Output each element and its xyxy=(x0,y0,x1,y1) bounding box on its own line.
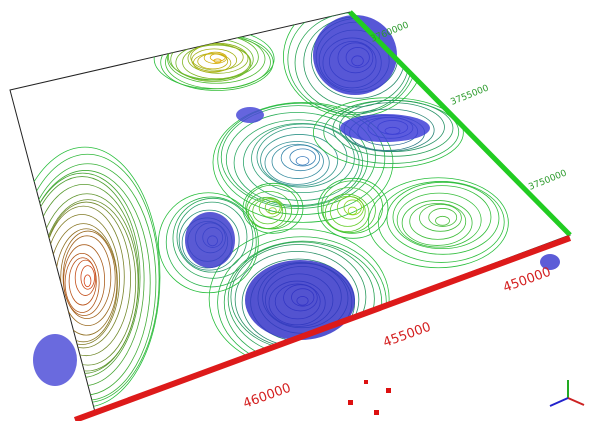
contour-line xyxy=(258,198,283,218)
contour-line xyxy=(260,134,339,187)
contour-line xyxy=(157,192,259,294)
contour-line xyxy=(332,99,454,157)
well-marker xyxy=(386,388,391,393)
easting-label: 460000 xyxy=(241,381,293,412)
contour-line xyxy=(322,187,376,234)
northing-label: 3755000 xyxy=(449,83,490,107)
contour-line xyxy=(392,185,492,250)
gizmo-axis xyxy=(567,397,585,406)
contour-line xyxy=(209,53,226,62)
contour-line xyxy=(401,200,473,246)
contour-line xyxy=(176,201,248,273)
contour-line xyxy=(213,58,222,64)
contour-line xyxy=(312,97,464,169)
contour-line xyxy=(256,126,348,188)
contour-line xyxy=(289,148,316,167)
contour-line xyxy=(197,53,229,70)
contour-line xyxy=(62,235,112,319)
contour-line xyxy=(80,265,95,290)
well-marker xyxy=(364,380,368,384)
contour-line xyxy=(339,102,445,153)
contour-line xyxy=(247,196,287,229)
contour-line xyxy=(419,203,462,232)
easting-label: 450000 xyxy=(501,265,553,296)
contour-line xyxy=(178,209,240,271)
contour-line xyxy=(182,44,251,80)
contour-line xyxy=(324,193,370,233)
well-markers xyxy=(348,380,391,415)
contour-line xyxy=(377,181,505,263)
isosurface xyxy=(540,254,560,270)
contour-line xyxy=(268,207,277,215)
contour-line xyxy=(367,177,509,269)
contour-line xyxy=(242,182,304,234)
contour-line xyxy=(396,192,482,248)
contour-line xyxy=(191,48,238,72)
contour-line xyxy=(68,257,97,306)
contour-line xyxy=(165,196,257,288)
contour-line xyxy=(317,177,389,239)
contour-line xyxy=(409,203,467,240)
well-marker xyxy=(348,400,353,405)
contour-line xyxy=(295,156,310,166)
contour-line xyxy=(74,259,97,296)
contour-line xyxy=(172,197,254,279)
contour-line xyxy=(212,101,394,223)
gizmo-axis xyxy=(549,397,569,407)
contour-line xyxy=(435,215,450,226)
northing-label: 3750000 xyxy=(527,168,568,192)
contour-line xyxy=(225,111,369,208)
orientation-gizmo xyxy=(549,380,585,407)
contour-line xyxy=(264,141,330,185)
contour-line xyxy=(336,196,364,220)
contour-line xyxy=(190,43,244,71)
isosurface xyxy=(236,107,264,123)
contour-line xyxy=(187,42,249,74)
isosurface xyxy=(245,260,355,340)
contour-line xyxy=(386,181,500,255)
well-marker xyxy=(374,410,379,415)
isosurface xyxy=(185,212,235,268)
contour-line xyxy=(83,274,92,288)
easting-axis xyxy=(73,235,572,421)
isosurface xyxy=(33,334,77,386)
isosurface xyxy=(313,15,397,95)
contour-line xyxy=(63,244,106,317)
map-plane xyxy=(9,11,571,413)
contour-line xyxy=(280,144,321,172)
contour-line xyxy=(217,102,386,216)
contour-line xyxy=(64,252,100,313)
contour-line xyxy=(203,51,228,64)
contour-line xyxy=(246,191,293,230)
contour-line xyxy=(271,143,324,179)
contour-line xyxy=(60,230,116,326)
contour-line xyxy=(347,206,358,215)
northing-axis xyxy=(348,10,572,237)
easting-label: 455000 xyxy=(381,320,433,351)
contour-line xyxy=(428,208,458,227)
isosurface xyxy=(340,114,430,142)
